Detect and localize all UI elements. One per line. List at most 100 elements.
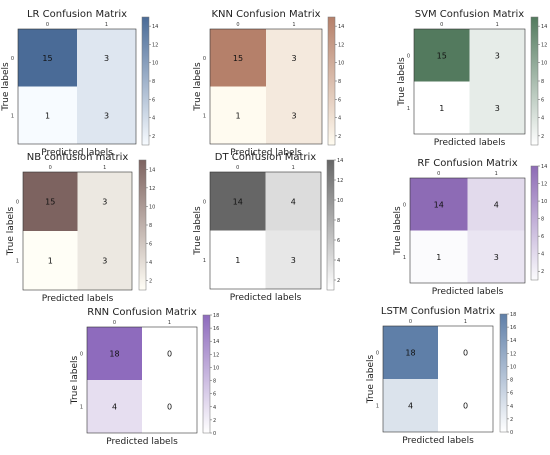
matrix-cell: [77, 29, 136, 87]
cell-value-label: 1: [235, 111, 240, 120]
colorbar: [327, 16, 336, 146]
chart-title: SVM Confusion Matrix: [415, 9, 524, 20]
colorbar: [141, 16, 150, 146]
cell-value-label: 4: [291, 197, 296, 206]
colorbar-tick-label: 6: [338, 97, 341, 103]
x-tick-label: 1: [292, 165, 295, 171]
colorbar: [530, 16, 539, 146]
colorbar-tick-label: 4: [149, 260, 152, 266]
matrix-cell: [469, 29, 525, 82]
cell-value-label: 15: [42, 54, 52, 63]
colorbar: [202, 314, 211, 434]
matrix-cell: [410, 230, 468, 283]
matrix-cell: [266, 86, 322, 144]
colorbar-tick-label: 10: [152, 61, 158, 67]
cell-value-label: 15: [233, 54, 243, 63]
y-tick-label: 0: [11, 56, 14, 62]
colorbar-tick-label: 14: [152, 24, 158, 30]
colorbar-tick-label: 12: [152, 42, 158, 48]
colorbar-tick-label: 2: [338, 134, 341, 140]
x-tick-label: 0: [236, 165, 239, 171]
x-tick-label: 0: [440, 22, 443, 28]
y-tick-label: 0: [376, 351, 379, 357]
chart-title: RF Confusion Matrix: [417, 158, 517, 169]
matrix-cell: [414, 81, 470, 134]
colorbar-tick-label: 12: [338, 42, 344, 48]
colorbar-tick-label: 10: [338, 61, 344, 67]
x-tick-label: 0: [46, 22, 49, 28]
colorbar: [530, 165, 539, 281]
x-tick-label: 1: [495, 171, 498, 177]
cell-value-label: 1: [48, 257, 53, 266]
matrix-cell: [266, 29, 322, 87]
colorbar-tick-label: 4: [541, 252, 544, 258]
chart-title: LSTM Confusion Matrix: [381, 306, 495, 317]
cell-value-label: 1: [45, 111, 50, 120]
colorbar-tick-label: 10: [213, 365, 219, 371]
colorbar-tick-label: 12: [337, 178, 343, 184]
colorbar-tick-label: 4: [213, 405, 216, 411]
x-tick-label: 1: [105, 22, 108, 28]
matrix-frame: [86, 326, 198, 434]
colorbar-tick-label: 14: [338, 24, 344, 30]
cell-value-label: 3: [291, 111, 296, 120]
colorbar-tick-label: 0: [213, 431, 216, 437]
matrix-frame: [413, 28, 526, 135]
x-tick-label: 0: [437, 171, 440, 177]
y-tick-label: 1: [11, 113, 14, 119]
colorbar-tick-label: 8: [152, 79, 155, 85]
matrix-cell: [467, 178, 525, 231]
colorbar: [326, 159, 335, 291]
y-tick-label: 0: [407, 53, 410, 59]
x-axis-label: Predicted labels: [41, 148, 113, 158]
colorbar-tick-label: 14: [510, 338, 516, 344]
colorbar-tick-label: 12: [149, 186, 155, 192]
matrix-cell: [265, 230, 321, 289]
colorbar-tick-label: 6: [337, 238, 340, 244]
colorbar-tick-label: 14: [541, 164, 547, 170]
y-axis-label: True labels: [1, 62, 11, 112]
colorbar-tick-label: 10: [541, 61, 547, 67]
matrix-cell: [87, 380, 142, 433]
y-tick-label: 1: [407, 106, 410, 112]
colorbar-tick-label: 2: [152, 134, 155, 140]
matrix-cell: [414, 29, 470, 82]
cell-value-label: 1: [439, 104, 444, 113]
x-tick-label: 0: [113, 320, 116, 326]
cell-value-label: 4: [408, 402, 413, 411]
x-tick-label: 0: [49, 165, 52, 171]
x-axis-label: Predicted labels: [230, 148, 302, 158]
cell-value-label: 15: [437, 51, 447, 60]
colorbar-tick-label: 4: [337, 258, 340, 264]
cell-value-label: 3: [104, 54, 109, 63]
x-axis-label: Predicted labels: [434, 138, 506, 148]
matrix-cell: [18, 86, 77, 144]
matrix-cell: [77, 172, 132, 231]
colorbar-tick-label: 8: [541, 217, 544, 223]
colorbar-tick-label: 6: [152, 97, 155, 103]
chart-title: KNN Confusion Matrix: [211, 9, 320, 20]
y-tick-label: 1: [203, 113, 206, 119]
chart-title: LR Confusion Matrix: [27, 9, 127, 20]
colorbar-tick-label: 10: [149, 204, 155, 210]
y-axis-label: True labels: [193, 206, 203, 256]
colorbar-tick-label: 2: [541, 269, 544, 275]
matrix-frame: [409, 177, 526, 284]
cell-value-label: 3: [104, 111, 109, 120]
colorbar-tick-label: 4: [338, 116, 341, 122]
colorbar-tick-label: 16: [510, 325, 516, 331]
x-tick-label: 1: [464, 319, 467, 325]
matrix-frame: [382, 325, 494, 433]
matrix-cell: [438, 326, 493, 379]
chart-title: RNN Confusion Matrix: [87, 307, 197, 318]
y-tick-label: 1: [80, 405, 83, 411]
matrix-cell: [469, 81, 525, 134]
colorbar: [499, 313, 508, 433]
colorbar-tick-label: 6: [213, 392, 216, 398]
colorbar-tick-label: 10: [541, 199, 547, 205]
